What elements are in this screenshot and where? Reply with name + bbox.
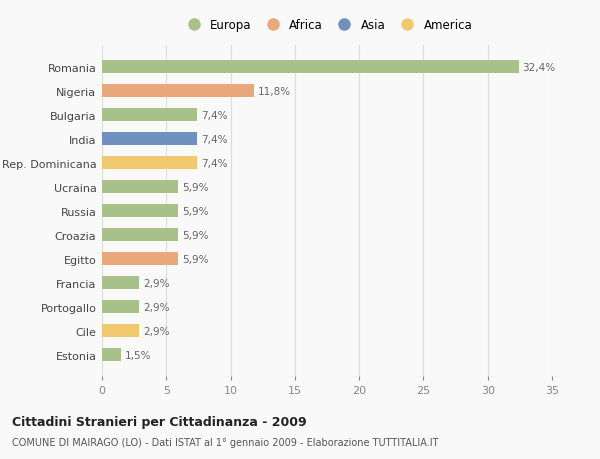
Text: 7,4%: 7,4% — [201, 111, 227, 120]
Text: 2,9%: 2,9% — [143, 326, 170, 336]
Text: 7,4%: 7,4% — [201, 158, 227, 168]
Bar — [102, 324, 139, 337]
Text: 5,9%: 5,9% — [182, 230, 208, 240]
Bar — [102, 276, 139, 290]
Text: 5,9%: 5,9% — [182, 254, 208, 264]
Bar — [102, 229, 178, 241]
Text: 5,9%: 5,9% — [182, 182, 208, 192]
Text: 11,8%: 11,8% — [257, 86, 290, 96]
Legend: Europa, Africa, Asia, America: Europa, Africa, Asia, America — [182, 19, 472, 32]
Bar — [102, 157, 197, 170]
Bar — [102, 133, 197, 146]
Bar — [102, 205, 178, 218]
Text: COMUNE DI MAIRAGO (LO) - Dati ISTAT al 1° gennaio 2009 - Elaborazione TUTTITALIA: COMUNE DI MAIRAGO (LO) - Dati ISTAT al 1… — [12, 437, 439, 447]
Text: 2,9%: 2,9% — [143, 302, 170, 312]
Text: Cittadini Stranieri per Cittadinanza - 2009: Cittadini Stranieri per Cittadinanza - 2… — [12, 415, 307, 428]
Bar — [102, 181, 178, 194]
Bar — [102, 348, 121, 361]
Bar — [102, 300, 139, 313]
Bar — [102, 109, 197, 122]
Bar — [102, 61, 518, 74]
Bar — [102, 85, 254, 98]
Text: 5,9%: 5,9% — [182, 206, 208, 216]
Text: 1,5%: 1,5% — [125, 350, 152, 360]
Text: 2,9%: 2,9% — [143, 278, 170, 288]
Bar — [102, 252, 178, 266]
Text: 7,4%: 7,4% — [201, 134, 227, 144]
Text: 32,4%: 32,4% — [523, 62, 556, 73]
